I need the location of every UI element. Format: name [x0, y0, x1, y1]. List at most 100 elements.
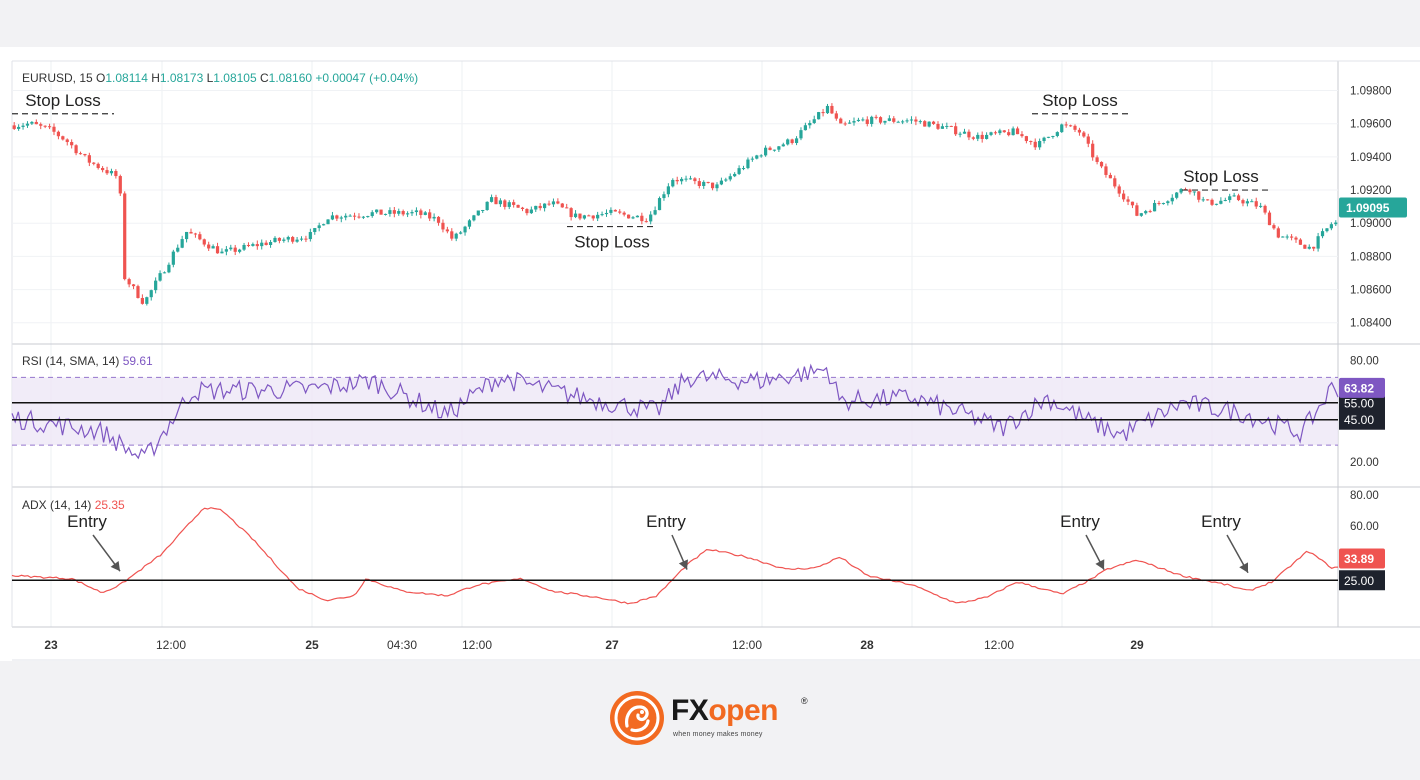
candle-body — [653, 210, 657, 215]
candle-body — [273, 237, 277, 243]
candle-body — [12, 125, 16, 129]
candle-body — [949, 125, 953, 127]
candle-body — [463, 226, 467, 233]
time-axis-tick: 28 — [860, 638, 874, 652]
candle-body — [825, 105, 830, 114]
candle-body — [65, 139, 69, 143]
candle-body — [220, 251, 224, 254]
candle-body — [291, 237, 295, 242]
candle-body — [1113, 178, 1117, 187]
candle-body — [1068, 125, 1073, 127]
rsi-level-tag — [1339, 409, 1385, 430]
rsi-band — [12, 377, 1338, 446]
time-axis-tick: 23 — [44, 638, 58, 652]
time-axis-tick: 12:00 — [984, 638, 1014, 652]
candle-body — [777, 146, 781, 150]
candle-body — [357, 216, 361, 218]
price-axis-tick: 1.09000 — [1350, 218, 1392, 230]
adx-level-tag — [1339, 570, 1385, 591]
candle-body — [224, 249, 228, 252]
candle-body — [892, 118, 896, 122]
candle-body — [428, 212, 432, 219]
candle-body — [30, 121, 34, 124]
candle-body — [565, 207, 569, 209]
adx-axis-tick: 80.00 — [1350, 490, 1379, 502]
entry-label: Entry — [1060, 512, 1100, 531]
candle-body — [1241, 200, 1245, 204]
candle-body — [1033, 141, 1037, 148]
candle-body — [1117, 186, 1121, 194]
candle-body — [1307, 246, 1311, 249]
candle-body — [1236, 195, 1241, 201]
candle-body — [246, 244, 251, 246]
candle-body — [781, 144, 785, 147]
candle-body — [1161, 203, 1166, 205]
fxopen-logo[interactable]: FXopen ® when money makes money — [609, 690, 819, 746]
candle-body — [971, 137, 975, 139]
candle-body — [118, 176, 122, 194]
candle-body — [927, 121, 931, 127]
candle-body — [914, 119, 918, 122]
chart-card — [0, 47, 1420, 661]
candle-body — [70, 142, 74, 146]
candle-body — [538, 205, 542, 209]
candle-body — [878, 117, 883, 123]
candle-body — [755, 155, 759, 159]
candle-body — [710, 182, 715, 189]
candle-body — [1294, 237, 1298, 240]
time-axis-tick: 04:30 — [387, 638, 417, 652]
candle-body — [578, 213, 582, 219]
candle-body — [852, 121, 856, 123]
candle-body — [1042, 137, 1046, 142]
candle-body — [573, 213, 578, 218]
candle-body — [1002, 130, 1006, 133]
price-axis-tick: 1.08800 — [1350, 251, 1392, 263]
candle-body — [1281, 236, 1285, 238]
candle-body — [348, 215, 352, 217]
candle-body — [308, 232, 312, 240]
candle-body — [1166, 201, 1170, 204]
candle-body — [1272, 225, 1276, 229]
candle-body — [171, 251, 175, 265]
candle-body — [657, 198, 662, 211]
candle-body — [83, 153, 87, 156]
last-price-label: 1.09095 — [1346, 201, 1390, 215]
candle-body — [180, 239, 184, 248]
candle-body — [883, 120, 887, 123]
candle-body — [383, 213, 388, 215]
candle-body — [812, 119, 816, 123]
candle-body — [786, 139, 790, 145]
candle-body — [1130, 201, 1135, 206]
candle-body — [162, 272, 167, 274]
candle-body — [1091, 143, 1095, 158]
candle-body — [733, 173, 737, 177]
trading-chart: 1.09800 1.09600 1.09400 1.09200 1.09000 1.088… — [11, 60, 1420, 661]
candle-body — [764, 147, 768, 156]
candle-body — [1289, 236, 1294, 238]
candle-body — [1329, 224, 1333, 229]
candle-body — [39, 124, 43, 126]
candle-body — [145, 297, 149, 304]
entry-label: Entry — [1201, 512, 1241, 531]
candle-body — [644, 221, 648, 223]
candle-body — [485, 201, 489, 211]
candle-body — [136, 286, 140, 298]
candle-body — [1148, 211, 1152, 213]
candle-body — [896, 121, 900, 123]
candle-body — [87, 155, 91, 163]
registered-mark: ® — [801, 696, 808, 706]
candle-body — [322, 224, 326, 226]
candle-body — [1108, 174, 1112, 179]
candle-body — [419, 210, 423, 215]
candle-body — [901, 121, 905, 123]
entry-arrow-head — [110, 560, 120, 572]
price-axis-tick: 1.09200 — [1350, 185, 1392, 197]
candle-body — [1259, 205, 1263, 207]
candle-body — [131, 284, 136, 287]
stop-loss-label: Stop Loss — [25, 91, 101, 110]
time-axis-tick: 27 — [605, 638, 619, 652]
price-axis-tick: 1.09600 — [1350, 119, 1392, 131]
candle-body — [1223, 200, 1227, 202]
candle-body — [176, 247, 180, 252]
